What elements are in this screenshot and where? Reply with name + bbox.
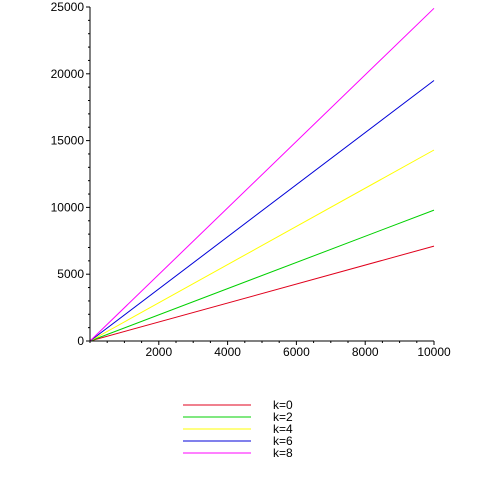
y-tick-label: 15000 [51, 134, 85, 148]
x-tick-label: 2000 [145, 345, 172, 359]
series-line-4 [89, 7, 435, 342]
legend-label-2: k=4 [273, 422, 293, 436]
legend: k=0k=2k=4k=6k=8 [183, 398, 293, 460]
series-line-1 [89, 209, 435, 342]
x-tick-label: 10000 [417, 345, 451, 359]
legend-label-4: k=8 [273, 446, 293, 460]
x-tick-label: 4000 [214, 345, 241, 359]
x-tick-label: 6000 [283, 345, 310, 359]
legend-label-0: k=0 [273, 398, 293, 412]
y-tick-label: 25000 [51, 0, 85, 14]
x-tick-label: 8000 [352, 345, 379, 359]
plot-area [89, 7, 435, 342]
series-line-0 [89, 245, 435, 342]
series-line-3 [89, 80, 435, 342]
legend-label-3: k=6 [273, 434, 293, 448]
axes: 2000 4000 6000 8000 10000 0 5000 10000 15000 2000… [51, 0, 451, 359]
y-tick-label: 20000 [51, 67, 85, 81]
y-tick-label: 5000 [57, 267, 84, 281]
y-tick-label: 10000 [51, 200, 85, 214]
legend-label-1: k=2 [273, 410, 293, 424]
y-tick-label: 0 [77, 334, 84, 348]
series-line-2 [89, 149, 435, 342]
